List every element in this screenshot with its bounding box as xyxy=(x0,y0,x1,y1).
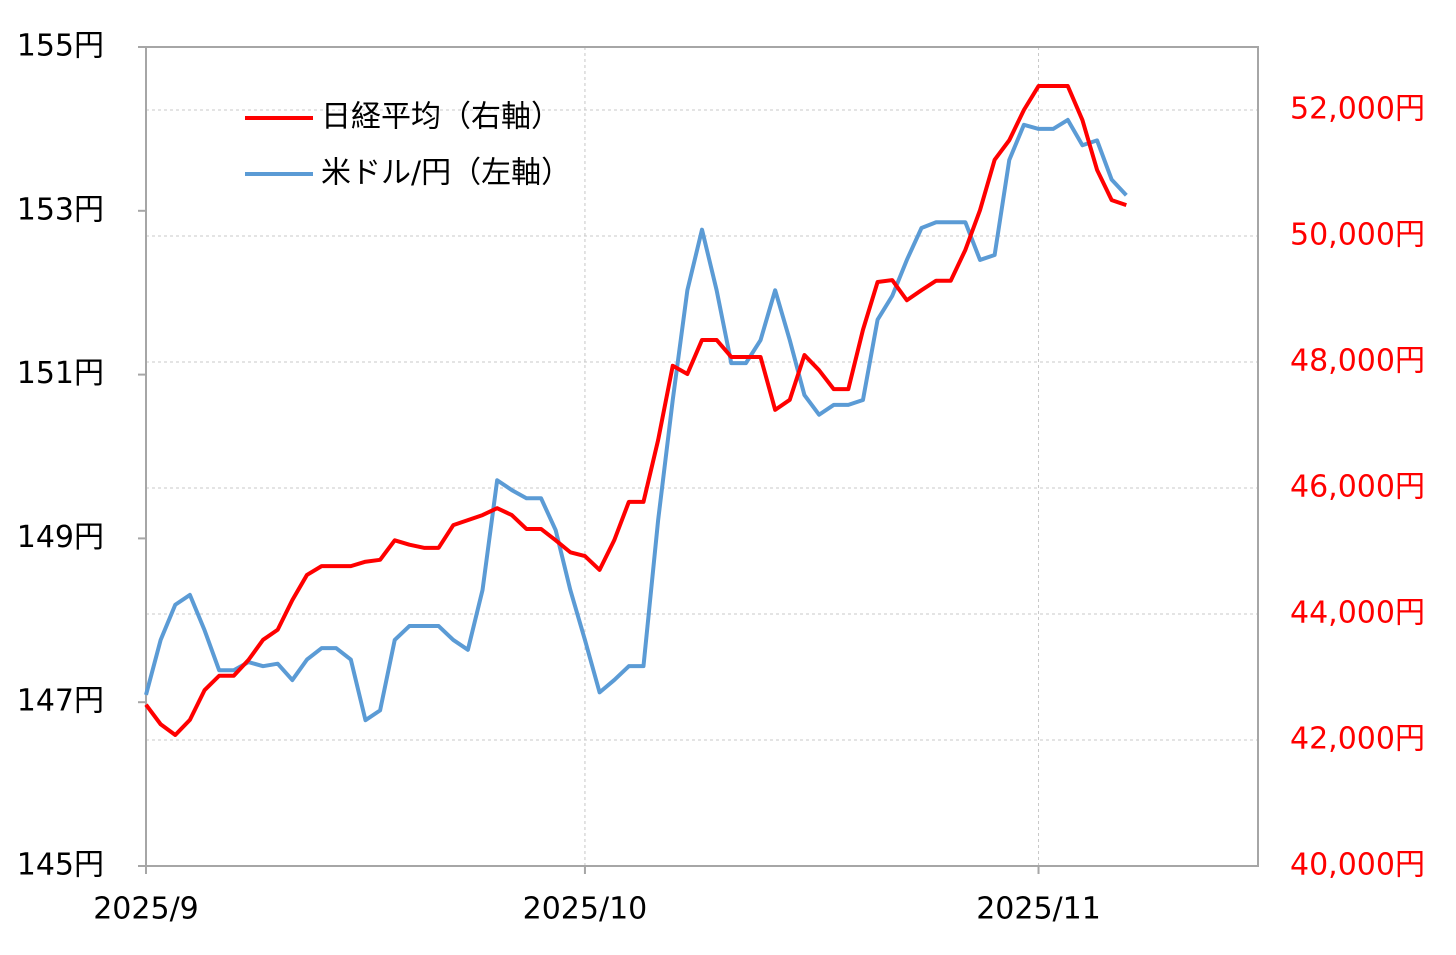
y-tick-label: 155円 xyxy=(17,29,104,64)
plot-frame xyxy=(145,46,1259,867)
y2-tick-label: 44,000円 xyxy=(1290,596,1425,631)
y2-tick-label: 40,000円 xyxy=(1290,848,1425,883)
x-tick-label: 2025/11 xyxy=(976,892,1101,927)
series-line xyxy=(144,84,1127,737)
y2-tick-label: 52,000円 xyxy=(1290,92,1425,127)
y-tick-label: 149円 xyxy=(17,520,104,555)
x-tick-label: 2025/10 xyxy=(523,892,648,927)
legend-label: 日経平均（右軸） xyxy=(321,100,561,135)
y-tick-label: 151円 xyxy=(17,356,104,391)
y2-tick-label: 50,000円 xyxy=(1290,218,1425,253)
y2-tick-label: 46,000円 xyxy=(1290,470,1425,505)
y-tick-label: 153円 xyxy=(17,192,104,227)
y2-tick-label: 42,000円 xyxy=(1290,722,1425,757)
series-line xyxy=(144,117,1128,723)
y-tick-label: 147円 xyxy=(17,684,104,719)
legend-label: 米ドル/円（左軸） xyxy=(321,156,571,191)
y-tick-label: 145円 xyxy=(17,848,104,883)
y2-tick-label: 48,000円 xyxy=(1290,344,1425,379)
x-tick-label: 2025/9 xyxy=(93,892,199,927)
